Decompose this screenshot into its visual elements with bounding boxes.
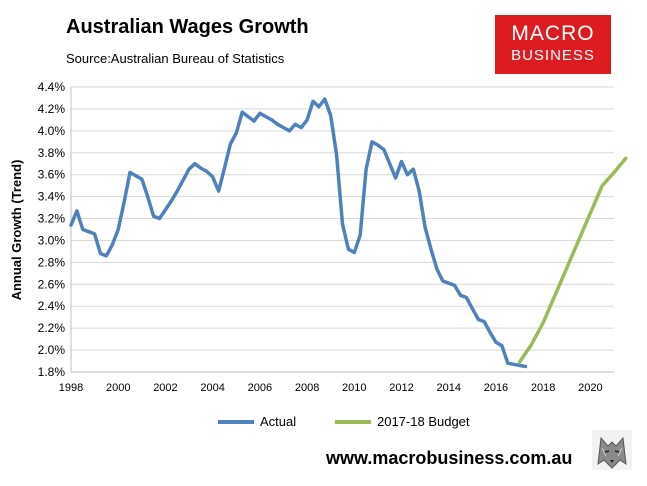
chart-series xyxy=(69,97,628,369)
y-tick-label: 2.6% xyxy=(38,277,66,291)
y-tick-label: 3.4% xyxy=(38,190,66,204)
logo-line-2: BUSINESS xyxy=(511,47,595,64)
wages-chart: 4.4% 4.2% 4.0% 3.8% 3.6% 3.4% 3.2% 3.0% 2.8% 2.6%… xyxy=(9,80,628,394)
y-axis-ticks: 4.4% 4.2% 4.0% 3.8% 3.6% 3.4% 3.2% 3.0% 2.8% 2.6%… xyxy=(38,80,66,379)
chart-legend: Actual 2017-18 Budget xyxy=(0,414,647,434)
legend-label-budget: 2017-18 Budget xyxy=(377,414,470,429)
macrobusiness-logo: MACRO BUSINESS xyxy=(495,15,611,74)
gridlines xyxy=(70,86,614,373)
series-line-budget xyxy=(517,156,628,364)
x-tick-label: 1998 xyxy=(59,382,83,394)
y-tick-label: 3.0% xyxy=(38,233,66,247)
y-tick-label: 4.4% xyxy=(38,80,66,94)
x-tick-label: 2018 xyxy=(531,382,555,394)
chart-title: Australian Wages Growth xyxy=(66,16,309,38)
x-tick-label: 2008 xyxy=(295,382,319,394)
x-tick-label: 2002 xyxy=(153,382,177,394)
x-tick-label: 2014 xyxy=(436,382,460,394)
y-tick-label: 4.0% xyxy=(38,124,66,138)
y-tick-label: 3.2% xyxy=(38,212,66,226)
y-tick-label: 4.2% xyxy=(38,102,66,116)
legend-item-budget: 2017-18 Budget xyxy=(335,414,470,429)
legend-label-actual: Actual xyxy=(260,414,297,429)
x-tick-label: 2010 xyxy=(342,382,366,394)
y-tick-label: 2.4% xyxy=(38,299,66,313)
y-tick-label: 3.6% xyxy=(38,168,66,182)
x-tick-label: 2020 xyxy=(578,382,602,394)
y-tick-label: 1.8% xyxy=(38,365,66,379)
x-tick-label: 2004 xyxy=(200,382,224,394)
y-tick-label: 2.2% xyxy=(38,321,66,335)
y-tick-label: 2.0% xyxy=(38,343,66,357)
chart-source: Source:Australian Bureau of Statistics xyxy=(66,51,285,66)
x-tick-label: 2000 xyxy=(106,382,130,394)
series-line-actual xyxy=(69,97,528,369)
logo-line-1: MACRO xyxy=(511,22,595,45)
x-tick-label: 2006 xyxy=(248,382,272,394)
y-tick-label: 2.8% xyxy=(38,255,66,269)
website-url[interactable]: www.macrobusiness.com.au xyxy=(326,448,573,468)
legend-item-actual: Actual xyxy=(218,414,296,429)
x-tick-label: 2016 xyxy=(484,382,508,394)
y-axis-title: Annual Growth (Trend) xyxy=(9,160,24,301)
x-axis-ticks: 1998 2000 2002 2004 2006 2008 2010 2012 2014 2016… xyxy=(59,382,603,394)
legend-swatch-budget xyxy=(335,419,371,424)
wolf-logo-icon xyxy=(592,430,632,470)
legend-swatch-actual xyxy=(218,419,254,424)
y-tick-label: 3.8% xyxy=(38,146,66,160)
x-tick-label: 2012 xyxy=(389,382,413,394)
